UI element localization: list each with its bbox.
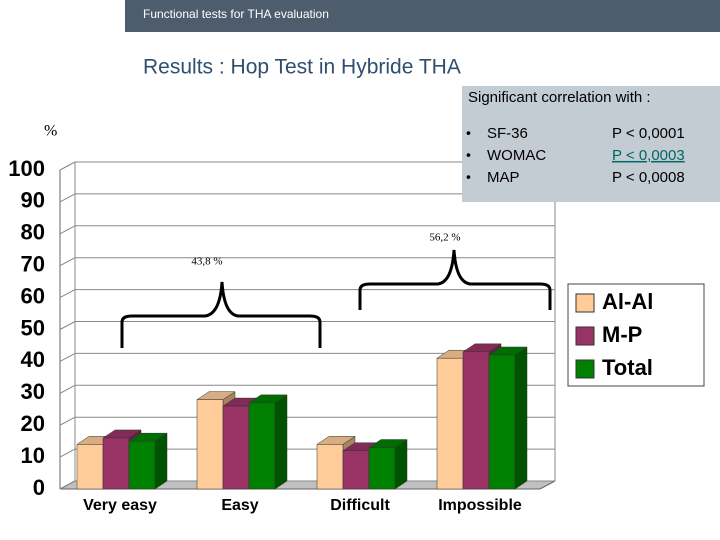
y-tick-label: 80	[21, 220, 45, 245]
grid-line	[59, 225, 76, 235]
brace	[358, 249, 552, 310]
y-tick-label: 90	[21, 188, 45, 213]
y-tick-label: 50	[21, 315, 45, 340]
item-name: WOMAC	[487, 147, 546, 164]
bar	[368, 447, 396, 490]
plot: 0 10 20 30 40 50 60 70 80 90 100 Very easy Easy Diffi…	[8, 156, 705, 514]
y-tick-label: 100	[8, 156, 45, 181]
y-tick-label: 0	[33, 475, 45, 500]
y-tick-label: 10	[21, 443, 45, 468]
bar	[488, 354, 516, 490]
grid-line	[59, 352, 76, 362]
annotation: 43,8 %	[191, 256, 222, 268]
bar	[342, 450, 370, 490]
bar-side	[394, 439, 408, 490]
header: Functional tests for THA evaluation	[143, 7, 329, 21]
y-tick-label: 30	[21, 379, 45, 404]
annotation: 56,2 %	[429, 232, 460, 244]
header-bar	[125, 0, 720, 32]
bar	[222, 405, 250, 490]
grid-line	[59, 289, 76, 299]
brace	[120, 281, 322, 348]
bar	[196, 399, 224, 490]
correlation-list: • SF-36 P < 0,0001 • WOMAC P < 0,0003 • MAP P < …	[466, 125, 685, 186]
y-tick-label: 20	[21, 411, 45, 436]
grid-line	[59, 193, 76, 203]
item-p: P < 0,0003	[612, 147, 685, 164]
bullet: •	[466, 125, 471, 141]
bar	[248, 402, 276, 490]
bar	[462, 351, 490, 490]
bullet: •	[466, 169, 471, 185]
item-name: MAP	[487, 169, 520, 186]
correlation-title: Significant correlation with :	[468, 89, 651, 106]
bar	[436, 357, 464, 490]
item-p: P < 0,0008	[612, 169, 685, 186]
bar	[102, 437, 130, 490]
item-name: SF-36	[487, 125, 528, 142]
grid-line	[59, 448, 76, 458]
y-tick-label: 40	[21, 347, 45, 372]
slide-title: Results : Hop Test in Hybride THA	[143, 56, 461, 79]
grid-line	[59, 480, 76, 490]
legend-label: Al-Al	[602, 289, 653, 314]
legend-swatch	[575, 293, 595, 313]
grid-line	[59, 416, 76, 426]
bar	[128, 440, 156, 490]
legend-label: M-P	[602, 322, 642, 347]
grid-line	[59, 384, 76, 394]
x-tick-label: Easy	[221, 497, 258, 514]
bar-side	[274, 394, 288, 490]
x-tick-label: Impossible	[438, 497, 522, 514]
y-tick-label: 70	[21, 252, 45, 277]
legend-swatch	[575, 359, 595, 379]
y-label: %	[44, 123, 57, 140]
grid-line	[59, 321, 76, 330]
x-tick-label: Very easy	[83, 497, 157, 514]
correlation-box	[462, 86, 720, 202]
bar	[76, 444, 104, 490]
bullet: •	[466, 147, 471, 163]
legend-label: Total	[602, 355, 653, 380]
grid-line	[59, 161, 76, 171]
bar-side	[154, 432, 168, 490]
bar-side	[514, 346, 528, 490]
legend-swatch	[575, 326, 595, 346]
x-tick-label: Difficult	[330, 497, 390, 514]
item-p: P < 0,0001	[612, 125, 685, 142]
grid-line	[59, 257, 76, 267]
bar	[316, 444, 344, 490]
y-tick-label: 60	[21, 283, 45, 308]
